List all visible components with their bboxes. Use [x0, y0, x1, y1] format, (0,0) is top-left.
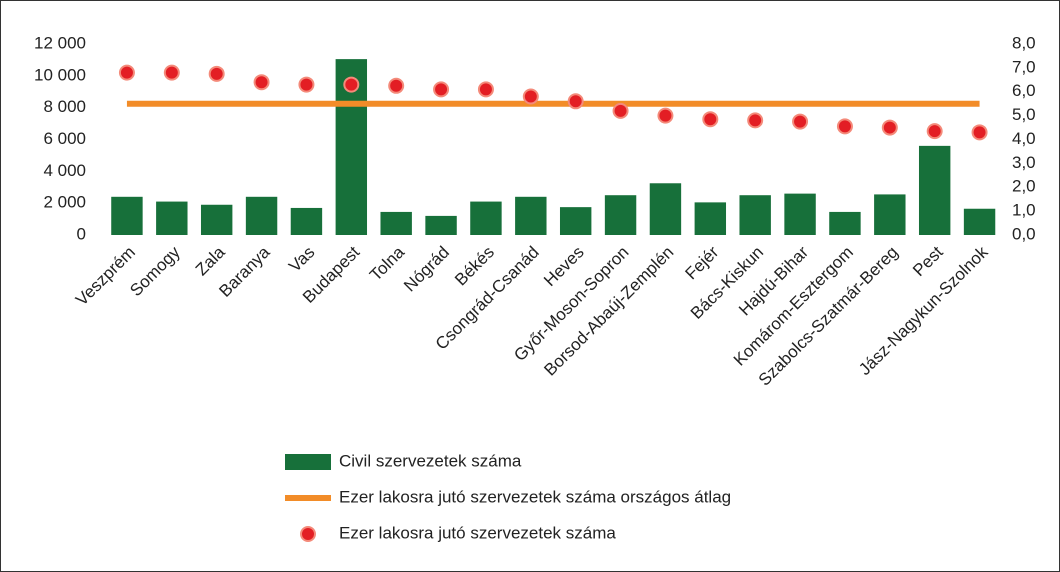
- y-tick-label: 8 000: [43, 97, 86, 116]
- y2-tick-label: 8,0: [1012, 33, 1036, 52]
- y-tick-label: 10 000: [34, 65, 86, 84]
- point: [657, 107, 674, 124]
- bar: [111, 196, 143, 235]
- point: [477, 81, 494, 98]
- legend-label: Civil szervezetek száma: [339, 451, 522, 470]
- bar: [425, 215, 457, 235]
- point: [253, 74, 270, 91]
- point: [343, 76, 360, 93]
- y2-tick-label: 2,0: [1012, 177, 1036, 196]
- bar: [604, 195, 637, 235]
- bar: [649, 183, 682, 235]
- y-tick-label: 4 000: [43, 161, 86, 180]
- y2-tick-label: 5,0: [1012, 105, 1036, 124]
- bar: [559, 207, 592, 235]
- point: [298, 76, 315, 93]
- bar: [470, 201, 502, 235]
- bar: [963, 208, 996, 235]
- bar: [245, 196, 278, 235]
- point: [971, 124, 988, 141]
- bar: [200, 204, 233, 235]
- bar: [156, 201, 188, 235]
- y-tick-label: 12 000: [34, 33, 86, 52]
- legend-item: Ezer lakosra jutó szervezetek száma: [300, 523, 616, 542]
- bar: [515, 196, 547, 235]
- y2-tick-label: 6,0: [1012, 81, 1036, 100]
- bar: [739, 195, 771, 235]
- point: [208, 65, 225, 82]
- y-tick-label: 0: [77, 224, 86, 243]
- point: [433, 81, 450, 98]
- bar: [829, 211, 861, 235]
- legend-swatch: [300, 526, 316, 542]
- y2-tick-label: 3,0: [1012, 153, 1036, 172]
- y2-tick-label: 1,0: [1012, 201, 1036, 220]
- point: [522, 88, 539, 105]
- bar: [918, 145, 951, 235]
- bar: [874, 194, 906, 235]
- point: [836, 118, 853, 135]
- point: [702, 111, 719, 128]
- point: [567, 93, 584, 110]
- point: [926, 123, 943, 140]
- legend-swatch: [285, 454, 331, 470]
- point: [881, 119, 898, 136]
- legend-item: Civil szervezetek száma: [285, 451, 522, 470]
- point: [612, 102, 629, 119]
- y2-tick-label: 7,0: [1012, 57, 1036, 76]
- point: [747, 112, 764, 129]
- bar: [290, 207, 323, 235]
- bar: [380, 211, 412, 235]
- bar: [784, 193, 816, 235]
- bar: [694, 202, 727, 235]
- y2-tick-label: 4,0: [1012, 129, 1036, 148]
- y-tick-label: 6 000: [43, 129, 86, 148]
- point: [118, 64, 135, 81]
- point: [792, 113, 809, 130]
- legend-label: Ezer lakosra jutó szervezetek száma: [339, 523, 616, 542]
- point: [163, 64, 180, 81]
- point: [388, 77, 405, 94]
- legend-label: Ezer lakosra jutó szervezetek száma orsz…: [339, 487, 731, 506]
- y-tick-label: 2 000: [43, 193, 86, 212]
- y2-tick-label: 0,0: [1012, 224, 1036, 243]
- legend-item: Ezer lakosra jutó szervezetek száma orsz…: [285, 487, 731, 506]
